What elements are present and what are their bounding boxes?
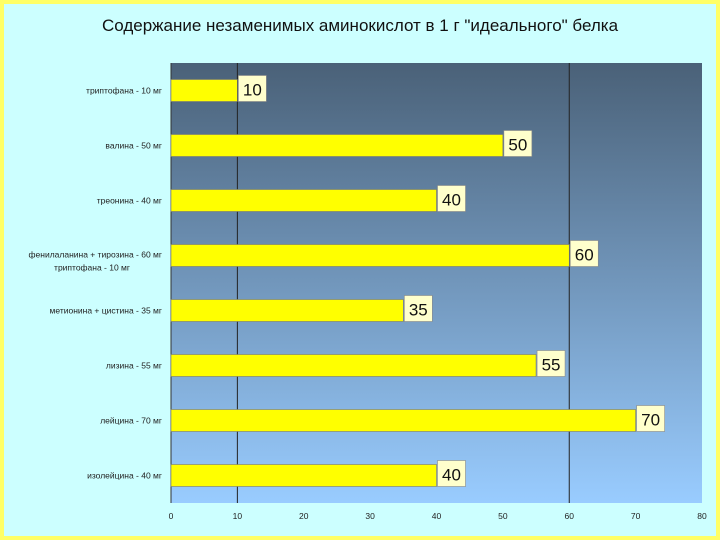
category-label: лизина - 55 мг (106, 361, 162, 371)
bar (170, 354, 537, 377)
bar (170, 409, 636, 432)
category-label: триптофана - 10 мг (86, 86, 162, 96)
value-label-box (238, 75, 267, 102)
bar (170, 244, 570, 267)
bar (170, 189, 437, 212)
category-label: метионина + цистина - 35 мг (50, 306, 162, 316)
value-label: 50 (508, 136, 527, 155)
value-label-box (569, 240, 599, 267)
bar (170, 134, 504, 157)
category-label: лейцина - 70 мг (100, 416, 162, 426)
category-label: триптофана - 10 мг (54, 263, 130, 273)
category-label: фенилаланина + тирозина - 60 мг (29, 250, 162, 260)
x-tick-label: 30 (365, 511, 375, 521)
plot-area (171, 63, 702, 503)
value-label: 70 (641, 411, 660, 430)
value-label-box (437, 460, 466, 487)
x-tick-label: 10 (233, 511, 243, 521)
x-tick-label: 70 (631, 511, 641, 521)
value-label: 60 (575, 246, 594, 265)
value-label-box (636, 405, 665, 432)
value-label: 40 (442, 466, 461, 485)
value-label-box (437, 185, 466, 212)
chart-title: Содержание незаменимых аминокислот в 1 г… (101, 16, 619, 35)
category-label: валина - 50 мг (105, 141, 162, 151)
value-label-box (404, 295, 433, 322)
x-tick-label: 40 (432, 511, 442, 521)
x-tick-label: 50 (498, 511, 508, 521)
x-tick-label: 80 (697, 511, 707, 521)
value-label: 35 (409, 301, 428, 320)
x-tick-label: 20 (299, 511, 309, 521)
category-label: треонина - 40 мг (97, 196, 162, 206)
bar (170, 464, 437, 487)
value-label: 55 (542, 356, 561, 375)
bar (170, 299, 404, 322)
value-label-box (536, 350, 566, 377)
bar (170, 79, 238, 102)
x-tick-label: 0 (169, 511, 174, 521)
value-label: 10 (243, 81, 262, 100)
category-label: изолейцина - 40 мг (87, 471, 162, 481)
x-tick-label: 60 (565, 511, 575, 521)
value-label-box (503, 130, 533, 157)
value-label: 40 (442, 191, 461, 210)
